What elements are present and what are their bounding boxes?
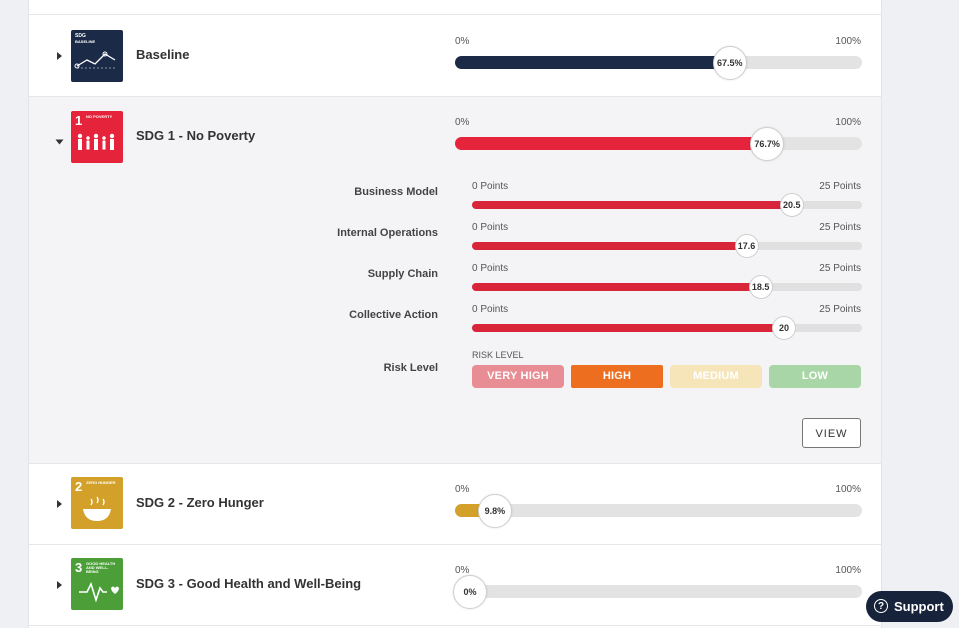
heartbeat-icon: [79, 581, 119, 603]
progress-track: [455, 585, 862, 598]
risk-level-caption: RISK LEVEL: [472, 350, 524, 360]
sub-min-label: 0 Points: [472, 263, 509, 274]
risk-level-label: Risk Level: [383, 362, 438, 374]
trend-line-icon: [74, 51, 117, 69]
risk-high-button[interactable]: HIGH: [571, 365, 663, 388]
risk-medium-button[interactable]: MEDIUM: [670, 365, 762, 388]
sub-progress-track: [472, 324, 862, 332]
sub-value-bubble: 18.5: [748, 275, 773, 299]
risk-low-button[interactable]: LOW: [769, 365, 861, 388]
support-button[interactable]: ? Support: [866, 591, 953, 622]
scale-max-label: 100%: [835, 117, 861, 128]
sub-min-label: 0 Points: [472, 222, 509, 233]
progress-value-bubble: 67.5%: [712, 46, 747, 80]
expand-caret-icon[interactable]: [57, 52, 62, 60]
sub-metric-label: Business Model: [354, 186, 438, 198]
goal-title: Baseline: [136, 47, 190, 62]
badge-number: 3: [75, 560, 83, 575]
goal-row-sdg1[interactable]: 1 NO POVERTY SDG 1 - No Poverty 0% 100% …: [29, 97, 881, 464]
expand-caret-icon[interactable]: [55, 139, 64, 145]
goal-row-sdg2[interactable]: 2 ZERO HUNGER SDG 2 - Zero Hunger 0% 100…: [29, 464, 881, 545]
sdg1-badge: 1 NO POVERTY: [71, 111, 123, 163]
badge-number: 2: [75, 479, 83, 494]
sub-value-bubble: 20.5: [779, 193, 804, 217]
risk-very-high-button[interactable]: VERY HIGH: [472, 365, 564, 388]
view-button[interactable]: VIEW: [802, 418, 861, 448]
question-circle-icon: ?: [874, 599, 888, 613]
goal-title: SDG 1 - No Poverty: [136, 128, 256, 143]
sub-max-label: 25 Points: [819, 263, 861, 274]
expand-caret-icon[interactable]: [57, 581, 62, 589]
progress-fill: [455, 56, 730, 69]
sub-metric-label: Supply Chain: [367, 268, 438, 280]
sub-progress-fill: [472, 324, 784, 332]
progress-value-bubble: 76.7%: [750, 127, 785, 161]
goal-title: SDG 3 - Good Health and Well-Being: [136, 576, 362, 591]
bowl-icon: [83, 496, 111, 521]
sub-progress-track: [472, 242, 862, 250]
scale-min-label: 0%: [455, 565, 470, 576]
badge-subtitle: NO POVERTY: [86, 114, 113, 119]
sub-max-label: 25 Points: [819, 181, 861, 192]
progress-value-bubble: 9.8%: [477, 494, 512, 528]
sub-max-label: 25 Points: [819, 304, 861, 315]
goal-row-sdg3[interactable]: 3 GOOD HEALTH AND WELL-BEING SDG 3 - Goo…: [29, 545, 881, 626]
sub-progress-track: [472, 283, 862, 291]
progress-value-bubble: 0%: [453, 575, 487, 609]
progress-track: [455, 137, 862, 150]
progress-fill: [455, 137, 768, 150]
badge-subtitle: GOOD HEALTH AND WELL-BEING: [86, 561, 116, 574]
goal-row-baseline[interactable]: SDG BASELINE Baseline 0% 100% 67.5%: [29, 15, 881, 97]
sub-value-bubble: 20: [772, 316, 796, 340]
baseline-badge-title: SDG: [75, 33, 86, 39]
badge-subtitle: ZERO HUNGER: [86, 480, 116, 485]
sdg3-badge: 3 GOOD HEALTH AND WELL-BEING: [71, 558, 123, 610]
sub-metric-label: Collective Action: [349, 309, 438, 321]
sub-progress-track: [472, 201, 862, 209]
sub-value-bubble: 17.6: [734, 234, 759, 258]
scale-max-label: 100%: [835, 565, 861, 576]
baseline-badge: SDG BASELINE: [71, 30, 123, 82]
scale-min-label: 0%: [455, 484, 470, 495]
scale-min-label: 0%: [455, 36, 470, 47]
sub-progress-fill: [472, 242, 747, 250]
progress-track: [455, 504, 862, 517]
progress-track: [455, 56, 862, 69]
sub-max-label: 25 Points: [819, 222, 861, 233]
family-icon: [77, 133, 115, 150]
scale-min-label: 0%: [455, 117, 470, 128]
sub-progress-fill: [472, 201, 792, 209]
goal-title: SDG 2 - Zero Hunger: [136, 495, 264, 510]
scale-max-label: 100%: [835, 36, 861, 47]
badge-number: 1: [75, 113, 83, 128]
sdg2-badge: 2 ZERO HUNGER: [71, 477, 123, 529]
support-label: Support: [894, 599, 944, 614]
scale-max-label: 100%: [835, 484, 861, 495]
sub-progress-fill: [472, 283, 761, 291]
baseline-badge-subtitle: BASELINE: [75, 39, 96, 44]
sub-metric-label: Internal Operations: [337, 227, 438, 239]
sub-min-label: 0 Points: [472, 304, 509, 315]
expand-caret-icon[interactable]: [57, 500, 62, 508]
goals-panel: SDG BASELINE Baseline 0% 100% 67.5% 1 NO…: [28, 0, 882, 628]
sub-min-label: 0 Points: [472, 181, 509, 192]
top-divider: [29, 0, 881, 15]
